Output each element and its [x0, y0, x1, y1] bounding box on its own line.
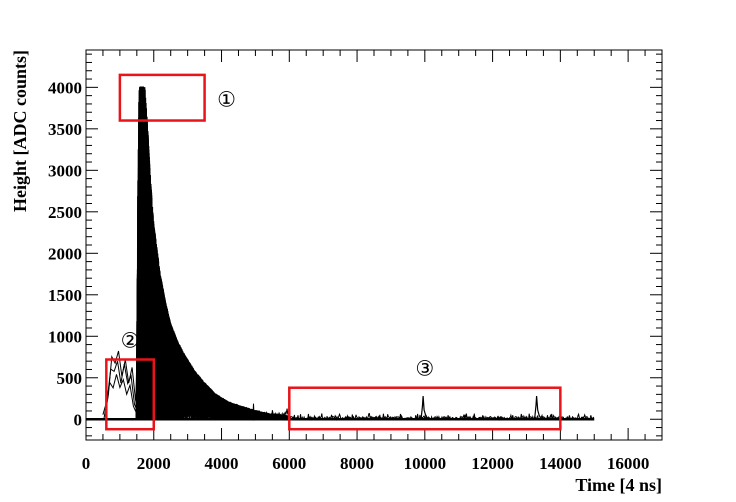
y-tick-label: 0 [74, 410, 83, 429]
late-spike [534, 395, 543, 420]
x-tick-label: 12000 [471, 454, 514, 473]
annotation-box [288, 386, 562, 431]
main-pulse-core [137, 87, 185, 420]
saturated-plateau [139, 87, 145, 420]
y-tick-label: 500 [57, 369, 83, 388]
x-tick-label: 2000 [137, 454, 171, 473]
early-pulse-waveform [104, 350, 143, 417]
x-tick-label: 16000 [607, 454, 650, 473]
annotation-label: ① [217, 88, 236, 112]
late-spike [420, 395, 430, 420]
y-tick-label: 4000 [48, 78, 82, 97]
main-pulse-waveform [135, 86, 290, 421]
annotation-box [118, 73, 206, 122]
annotation-layer: ① ② ③ [105, 73, 562, 431]
y-tick-label: 1000 [48, 327, 82, 346]
y-tick-label: 2500 [48, 203, 82, 222]
y-tick-label: 3000 [48, 161, 82, 180]
x-tick-label: 14000 [539, 454, 582, 473]
x-tick-label: 6000 [272, 454, 306, 473]
y-axis-title: Height [ADC counts] [10, 50, 30, 212]
y-tick-label: 2000 [48, 244, 82, 263]
annotation-label: ② [121, 329, 140, 353]
axes-layer: 0 2000 4000 6000 8000 10000 12000 14000 16000 0 50… [48, 49, 663, 473]
x-tick-label: 8000 [340, 454, 374, 473]
y-tick-label: 3500 [48, 120, 82, 139]
x-axis-title: Time [4 ns] [575, 475, 662, 495]
x-tick-label: 0 [82, 454, 91, 473]
y-tick-label: 1500 [48, 286, 82, 305]
x-tick-label: 10000 [404, 454, 447, 473]
data-layer [86, 86, 595, 422]
annotation-box [105, 358, 156, 431]
x-tick-label: 4000 [205, 454, 239, 473]
annotation-label: ③ [415, 357, 434, 381]
